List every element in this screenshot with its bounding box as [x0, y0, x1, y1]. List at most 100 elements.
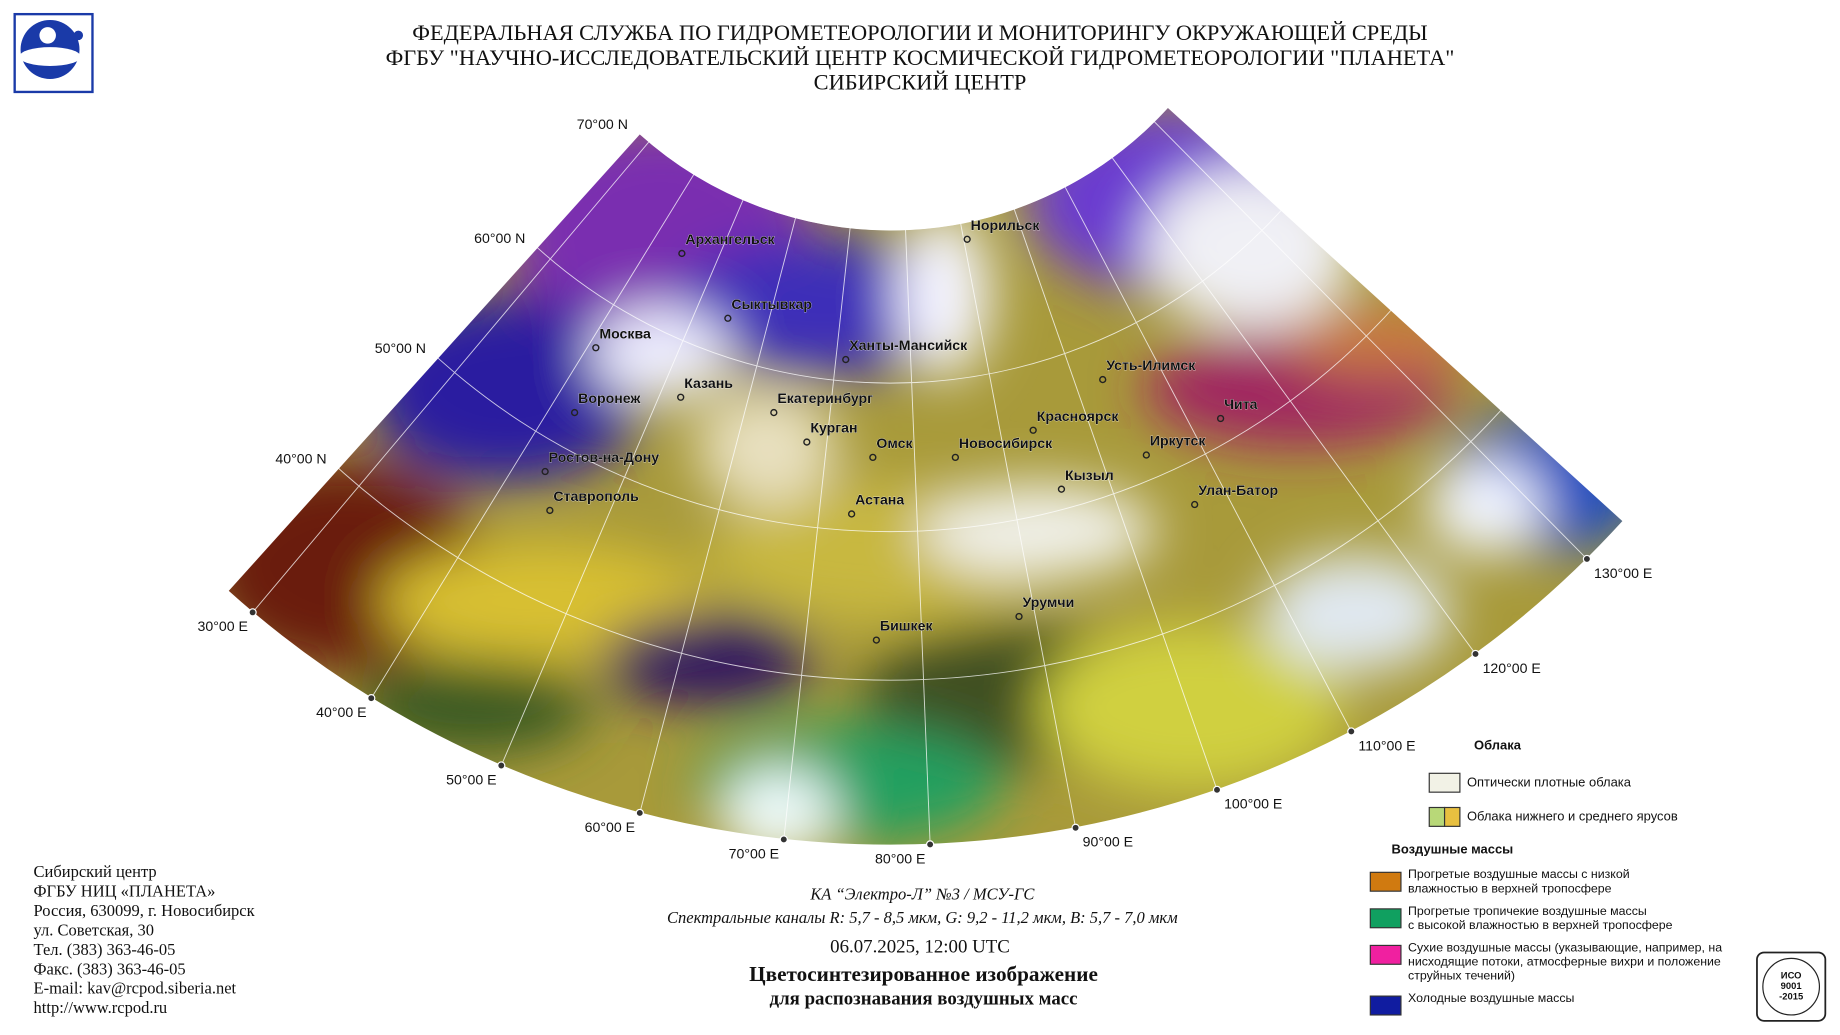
- iso-text: 9001: [1781, 980, 1802, 991]
- imagery-blob: [1037, 624, 1345, 790]
- imagery-blob: [920, 483, 1156, 578]
- city-dot: [842, 355, 850, 364]
- longitude-label: 30°00 E: [197, 618, 247, 634]
- city-label: Воронеж: [578, 390, 641, 406]
- meridian-line: [1064, 186, 1352, 732]
- city-dot: [951, 453, 960, 462]
- city-label: Курган: [810, 420, 857, 436]
- city-label: Красноярск: [1037, 408, 1120, 424]
- imagery-blob: [896, 212, 991, 378]
- imagery-blob: [1261, 554, 1451, 672]
- address-line: Сибирский центр: [34, 862, 157, 881]
- legend: Облака Оптически плотные облака Облака ниж…: [1369, 738, 1722, 1016]
- city-label: Новосибирск: [959, 435, 1053, 451]
- longitude-dot: [635, 808, 644, 818]
- legend-label: нисходящие потоки, атмосферные вихри и п…: [1408, 954, 1721, 968]
- city-dot: [1015, 612, 1023, 621]
- city-label: Урумчи: [1023, 594, 1075, 610]
- iso-badge: [1756, 951, 1827, 1022]
- latitude-line: [227, 107, 1568, 533]
- latitude-line: [227, 107, 1624, 681]
- city-dot: [770, 408, 778, 417]
- longitude-label: 90°00 E: [1083, 834, 1133, 850]
- longitude-dot: [779, 835, 788, 844]
- longitude-label: 120°00 E: [1483, 660, 1541, 676]
- longitude-label: 60°00 E: [585, 819, 635, 835]
- meridian-line: [1013, 208, 1218, 790]
- longitude-dot: [1212, 785, 1222, 794]
- city-label: Ростов-на-Дону: [549, 449, 660, 465]
- city-label: Екатеринбург: [777, 390, 873, 406]
- latitude-line: [361, 107, 1420, 384]
- longitude-dot: [1582, 554, 1592, 564]
- caption-satellite: КА “Электро-Л” №3 / МСУ-ГС: [809, 884, 1035, 903]
- address-line: ФГБУ НИЦ «ПЛАНЕТА»: [34, 881, 216, 900]
- legend-label: струйных течений): [1408, 969, 1515, 983]
- city-label: Норильск: [971, 217, 1041, 233]
- longitude-label: 130°00 E: [1594, 565, 1652, 581]
- caption-title: для распознавания воздушных масс: [770, 988, 1078, 1009]
- legend-swatch: [1369, 908, 1402, 929]
- legend-title: Воздушные массы: [1392, 841, 1514, 856]
- city-dot: [678, 249, 686, 258]
- logo: [13, 12, 94, 94]
- caption: КА “Электро-Л” №3 / МСУ-ГС Спектральные к…: [667, 884, 1178, 1009]
- address-line: Факс. (383) 363-46-05: [34, 959, 186, 978]
- legend-label: Холодные воздушные массы: [1408, 991, 1574, 1005]
- longitude-label: 50°00 E: [446, 771, 496, 787]
- legend-swatch: [1369, 995, 1402, 1016]
- address-line: Тел. (383) 363-46-05: [34, 940, 176, 959]
- city-dot: [724, 314, 732, 322]
- legend-swatch: [1428, 806, 1446, 827]
- legend-label: Сухие воздушные массы (указывающие, напр…: [1408, 940, 1722, 954]
- city-label: Усть-Илимск: [1106, 357, 1196, 373]
- city-dot: [1029, 426, 1037, 434]
- header-line: СИБИРСКИЙ ЦЕНТР: [814, 70, 1027, 95]
- meridian-line: [639, 217, 797, 814]
- meridian-line: [1111, 157, 1476, 655]
- meridian-line: [370, 173, 695, 699]
- longitude-label: 110°00 E: [1358, 737, 1415, 753]
- city-label: Омск: [876, 435, 913, 451]
- meridian-line: [252, 141, 650, 613]
- iso-text: -2015: [1779, 991, 1803, 1002]
- legend-label: Прогретые воздушные массы с низкой: [1408, 867, 1630, 881]
- city-dot: [963, 235, 971, 243]
- city-label: Иркутск: [1150, 433, 1206, 449]
- header-line: ФЕДЕРАЛЬНАЯ СЛУЖБА ПО ГИДРОМЕТЕОРОЛОГИИ …: [412, 20, 1427, 45]
- longitude-dot: [1347, 727, 1356, 736]
- city-dot: [1057, 485, 1066, 493]
- longitude-dot: [926, 840, 935, 849]
- city-dot: [872, 636, 881, 644]
- legend-swatch: [1428, 772, 1461, 793]
- city-label: Чита: [1224, 396, 1258, 412]
- city-dot: [1099, 375, 1107, 384]
- city-dot: [677, 393, 685, 401]
- longitude-dot: [367, 694, 376, 703]
- legend-title: Облака: [1474, 738, 1522, 753]
- imagery-blob: [1426, 459, 1545, 555]
- legend-swatch: [1369, 944, 1402, 965]
- caption-title: Цветосинтезированное изображение: [749, 962, 1098, 986]
- imagery-blob: [1143, 165, 1357, 331]
- meridian-line: [905, 229, 931, 845]
- city-label: Бишкек: [880, 618, 934, 634]
- legend-swatch: [1443, 806, 1461, 827]
- imagery-blob: [589, 306, 732, 401]
- city-dot: [1142, 451, 1150, 459]
- longitude-dot: [1471, 649, 1480, 659]
- caption-channels: Спектральные каналы R: 5,7 - 8,5 мкм, G:…: [667, 908, 1178, 927]
- city-label: Кызыл: [1065, 467, 1114, 483]
- imagery-blob: [354, 660, 590, 755]
- meridian-line: [500, 199, 744, 766]
- city-dot: [570, 408, 579, 417]
- city-label: Ханты-Мансийск: [849, 337, 968, 353]
- meridian-line: [1153, 121, 1588, 560]
- meridian-line: [783, 227, 851, 840]
- city-label: Сыктывкар: [731, 296, 812, 312]
- address-line: E-mail: kav@rcpod.siberia.net: [34, 979, 237, 998]
- iso-text: ИСО: [1781, 969, 1802, 980]
- city-dot: [592, 344, 600, 352]
- city-dot: [541, 467, 549, 476]
